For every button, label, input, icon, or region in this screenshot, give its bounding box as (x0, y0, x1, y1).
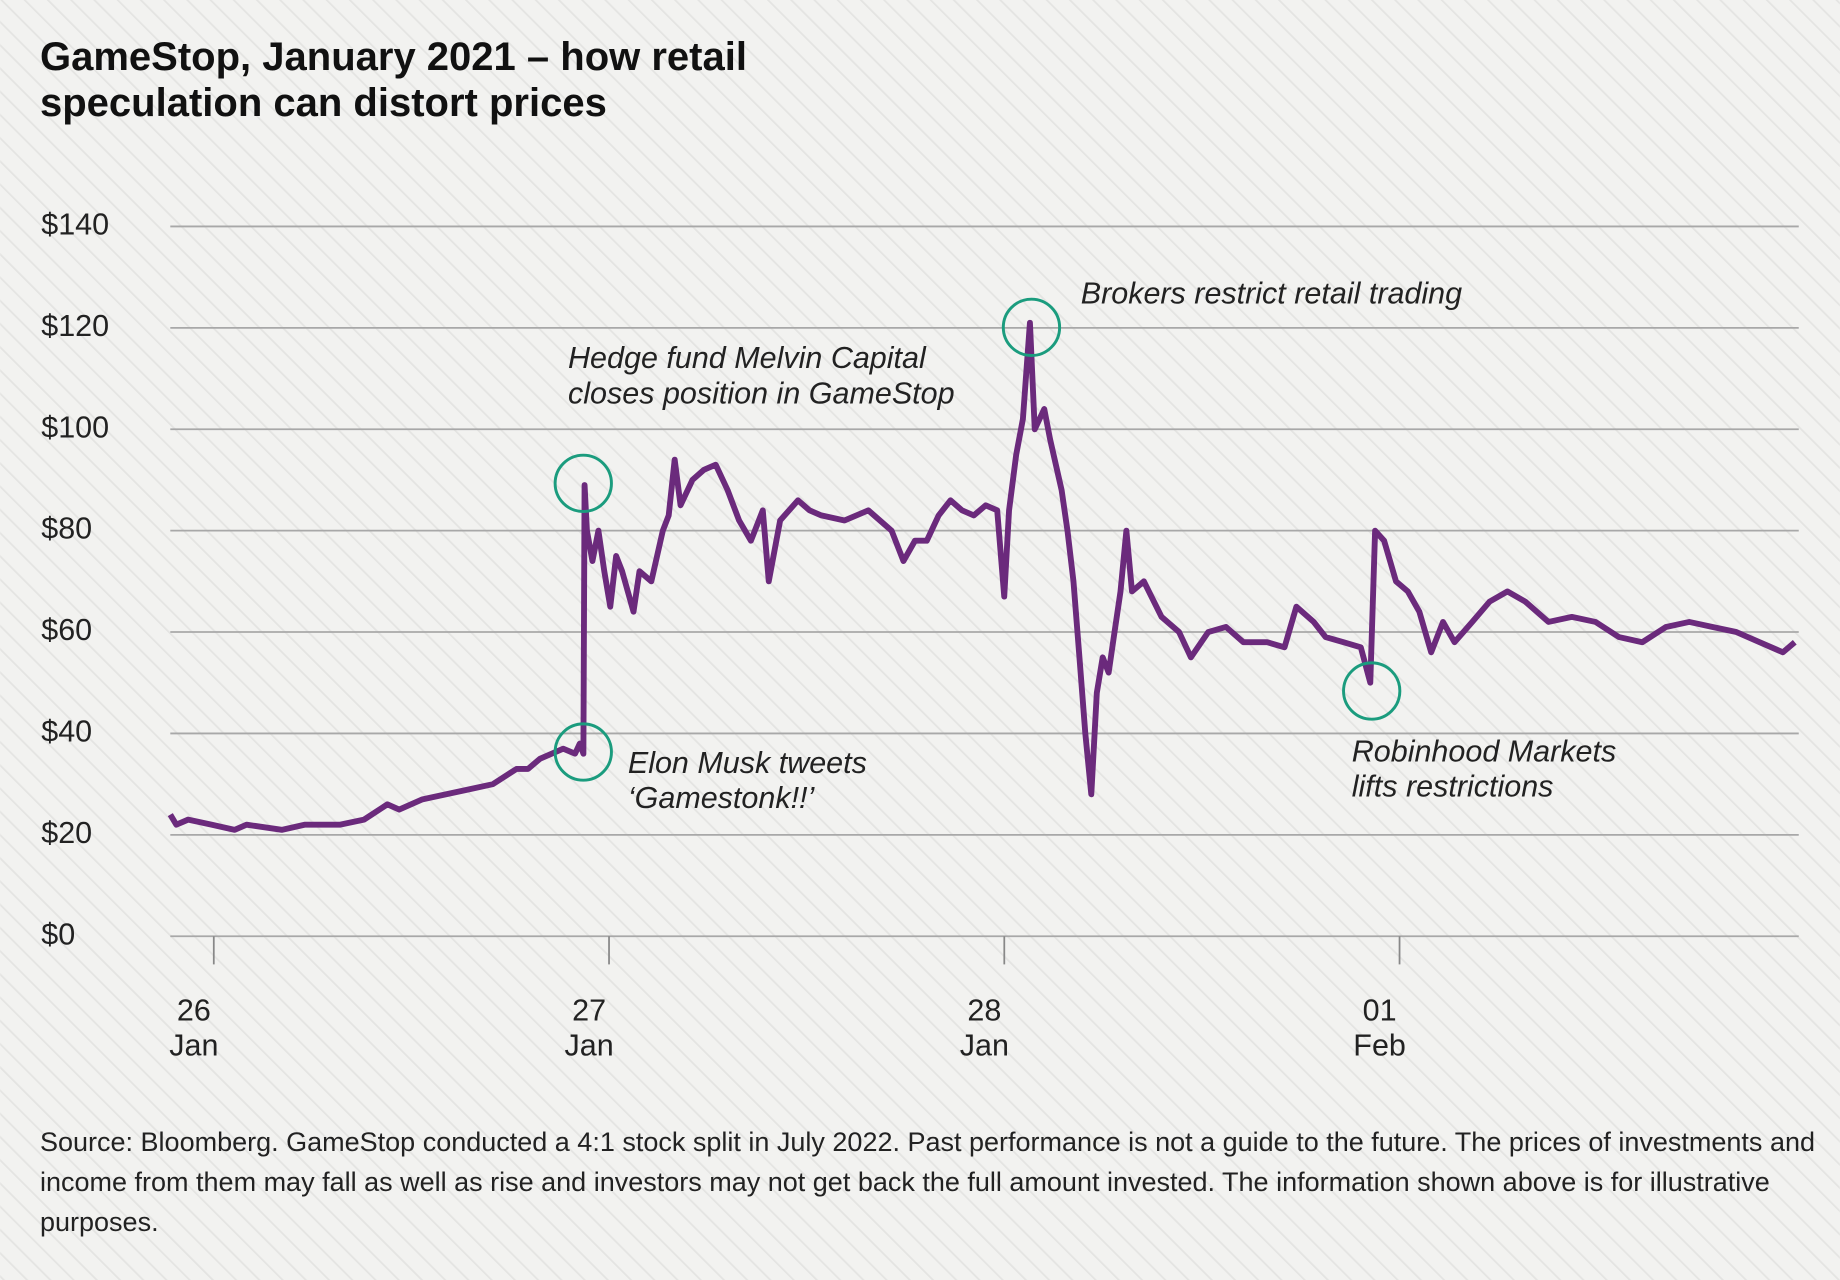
x-tick-label: 27 Jan (564, 994, 613, 1063)
y-tick-label: $80 (41, 512, 92, 546)
x-tick-label-line: Feb (1353, 1029, 1406, 1063)
x-tick-label-line: Jan (564, 1029, 613, 1063)
annotation: ‘Gamestonk!!’ (628, 781, 816, 815)
y-tick-label: $40 (41, 715, 92, 749)
y-tick-label: $100 (41, 410, 109, 444)
y-tick-label: $120 (41, 309, 109, 343)
source-note: Source: Bloomberg. GameStop conducted a … (40, 1127, 1815, 1237)
price-line (167, 319, 1797, 833)
annotation: Brokers restrict retail trading (1081, 277, 1462, 311)
x-tick-label-line: Jan (960, 1029, 1009, 1063)
x-tick-label-line: Jan (169, 1029, 218, 1063)
annotation: lifts restrictions (1352, 769, 1554, 803)
highlight-circle (553, 722, 613, 782)
x-tick-label-line: 28 (967, 994, 1001, 1028)
y-tick-label: $0 (41, 917, 75, 951)
x-tick-label-line: 01 (1363, 994, 1397, 1028)
x-tick-label-line: 27 (572, 994, 606, 1028)
x-tick-label: 26 Jan (169, 994, 218, 1063)
y-tick-label: $60 (41, 613, 92, 647)
y-tick-label: $140 (41, 207, 109, 241)
annotation: Hedge fund Melvin Capital (568, 341, 927, 375)
highlight-circle (553, 453, 613, 513)
highlight-circle (1342, 661, 1402, 721)
x-tick-label-line: 26 (177, 994, 211, 1028)
y-tick-label: $20 (41, 816, 92, 850)
annotation: Robinhood Markets (1352, 734, 1616, 768)
highlight-circle (1001, 297, 1062, 357)
chart-title: GameStop, January 2021 – how retail spec… (40, 35, 747, 125)
annotation: closes position in GameStop (568, 376, 955, 410)
annotation: Elon Musk tweets (628, 746, 867, 780)
x-tick-label: 28 Jan (960, 994, 1009, 1063)
x-tick-label: 01 Feb (1353, 994, 1406, 1063)
